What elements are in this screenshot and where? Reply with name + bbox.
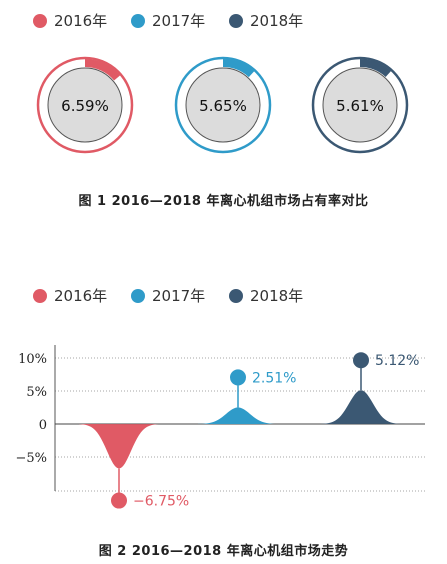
donut-inner-disc-0: [47, 67, 123, 143]
y-tick-label-1: 5%: [26, 385, 47, 400]
bell-peak-0: [79, 424, 159, 469]
donut-segment-2: [360, 59, 392, 77]
legend-label-1: 2017年: [152, 287, 205, 305]
donut-inner-disc-2: [322, 67, 398, 143]
donut-segment-0: [85, 59, 121, 81]
bell-peak-2: [321, 390, 401, 424]
legend-marker-1: [131, 14, 145, 28]
legend-marker-0: [33, 289, 47, 303]
legend-marker-2: [229, 14, 243, 28]
legend-label-2: 2018年: [250, 287, 303, 305]
legend-label-1: 2017年: [152, 12, 205, 30]
figure-2: 2016年 2017年 2018年 10% 5% 0 −5% −6.75% 2.51% 5.12%…: [0, 280, 447, 564]
y-tick-label-0: 10%: [18, 352, 47, 367]
legend-label-0: 2016年: [54, 12, 107, 30]
donut-outer-ring-0: [36, 56, 134, 154]
figure-1-caption: 图 1 2016—2018 年离心机组市场占有率对比: [78, 194, 369, 209]
donut-chart: 2016年 2017年 2018年 6.59% 5.65% 5.61%: [33, 12, 409, 154]
donut-outer-ring-2: [311, 56, 409, 154]
peak-marker-0: [111, 492, 127, 509]
legend-marker-0: [33, 14, 47, 28]
donut-value-label-2: 5.61%: [336, 97, 384, 115]
legend-marker-1: [131, 289, 145, 303]
donut-outer-ring-1: [174, 56, 272, 154]
legend-label-2: 2018年: [250, 12, 303, 30]
peak-marker-1: [230, 369, 246, 386]
donut-value-label-1: 5.65%: [199, 97, 247, 115]
bell-peak-1: [198, 407, 278, 424]
peak-marker-2: [353, 352, 369, 369]
legend-marker-2: [229, 289, 243, 303]
trend-chart: 2016年 2017年 2018年 10% 5% 0 −5% −6.75% 2.51% 5.12%: [15, 287, 425, 510]
donut-value-label-0: 6.59%: [61, 97, 109, 115]
peak-value-label-1: 2.51%: [252, 370, 296, 386]
y-tick-label-2: 0: [39, 418, 47, 433]
donut-inner-disc-1: [185, 67, 261, 143]
legend-label-0: 2016年: [54, 287, 107, 305]
donut-segment-1: [223, 59, 255, 78]
figure-1: 2016年 2017年 2018年 6.59% 5.65% 5.61% 图 1 2016—…: [0, 0, 447, 230]
peak-value-label-2: 5.12%: [375, 353, 419, 369]
figure-2-caption: 图 2 2016—2018 年离心机组市场走势: [98, 544, 349, 559]
peak-value-label-0: −6.75%: [133, 494, 189, 510]
y-tick-label-3: −5%: [15, 451, 47, 466]
